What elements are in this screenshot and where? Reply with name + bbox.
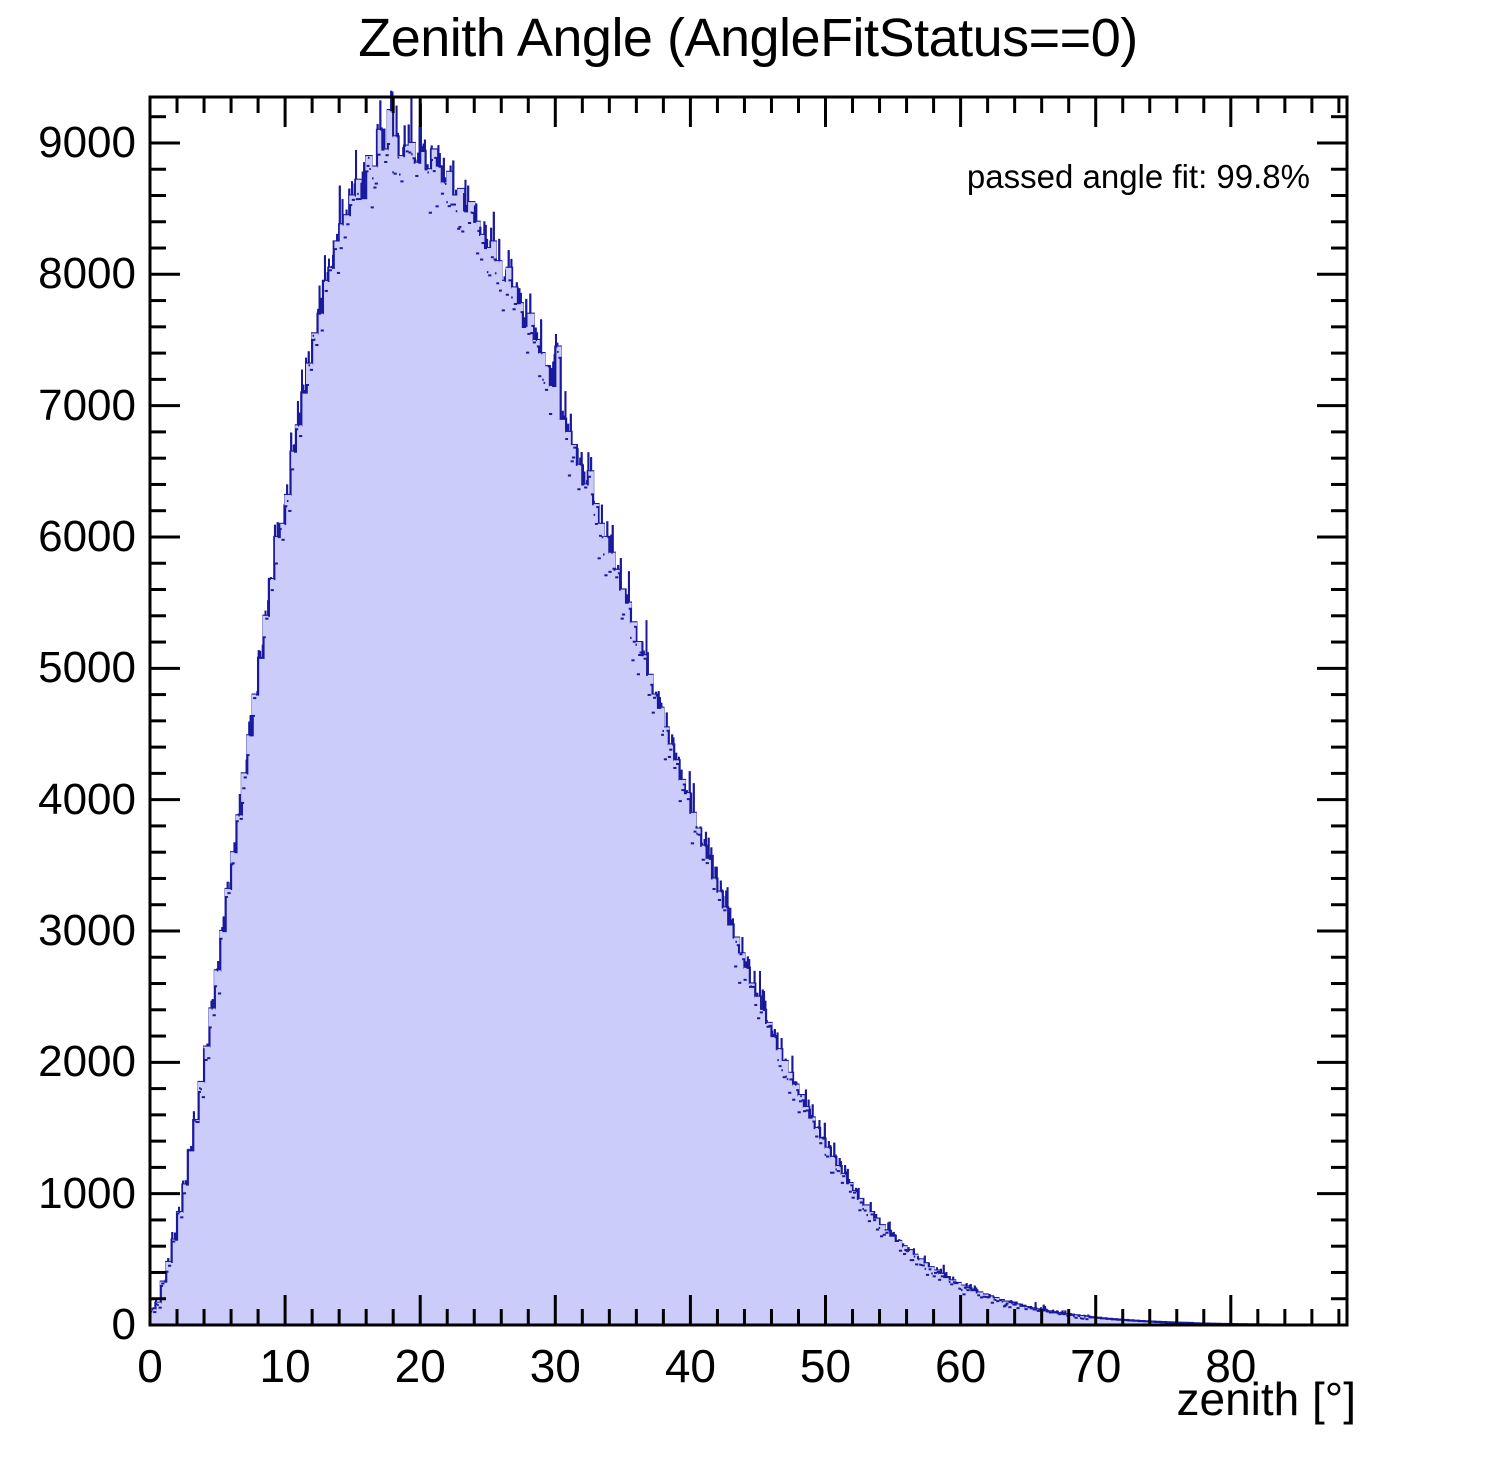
y-tick-label: 9000 [38, 117, 136, 167]
x-tick-label: 0 [137, 1340, 163, 1392]
y-tick-label: 1000 [38, 1168, 136, 1218]
x-tick-label: 20 [394, 1340, 446, 1392]
x-tick-label: 10 [259, 1340, 311, 1392]
annotation-passed-angle-fit: passed angle fit: 99.8% [966, 158, 1310, 195]
x-tick-label: 50 [799, 1340, 852, 1392]
y-tick-label: 4000 [38, 774, 136, 824]
y-tick-label: 0 [111, 1300, 136, 1349]
x-tick-label: 30 [529, 1340, 581, 1392]
x-tick-label: 80 [1205, 1340, 1257, 1392]
y-tick-label: 8000 [38, 249, 136, 299]
y-tick-label: 6000 [38, 511, 136, 561]
y-tick-label: 7000 [38, 380, 136, 430]
y-tick-label: 3000 [38, 905, 136, 955]
page-title: Zenith Angle (AngleFitStatus==0) [358, 8, 1138, 68]
x-tick-label: 70 [1070, 1340, 1122, 1392]
x-axis-title: zenith [°] [1176, 1373, 1357, 1425]
histogram-fill [150, 110, 1345, 1325]
y-tick-label: 5000 [38, 643, 136, 693]
plot-frame [148, 95, 1349, 1327]
y-tick-label: 2000 [38, 1037, 136, 1087]
x-tick-label: 40 [664, 1340, 716, 1392]
x-tick-label: 60 [935, 1340, 987, 1392]
histogram-bin-noise [149, 90, 1090, 1321]
axis-ticks [148, 97, 1347, 1327]
